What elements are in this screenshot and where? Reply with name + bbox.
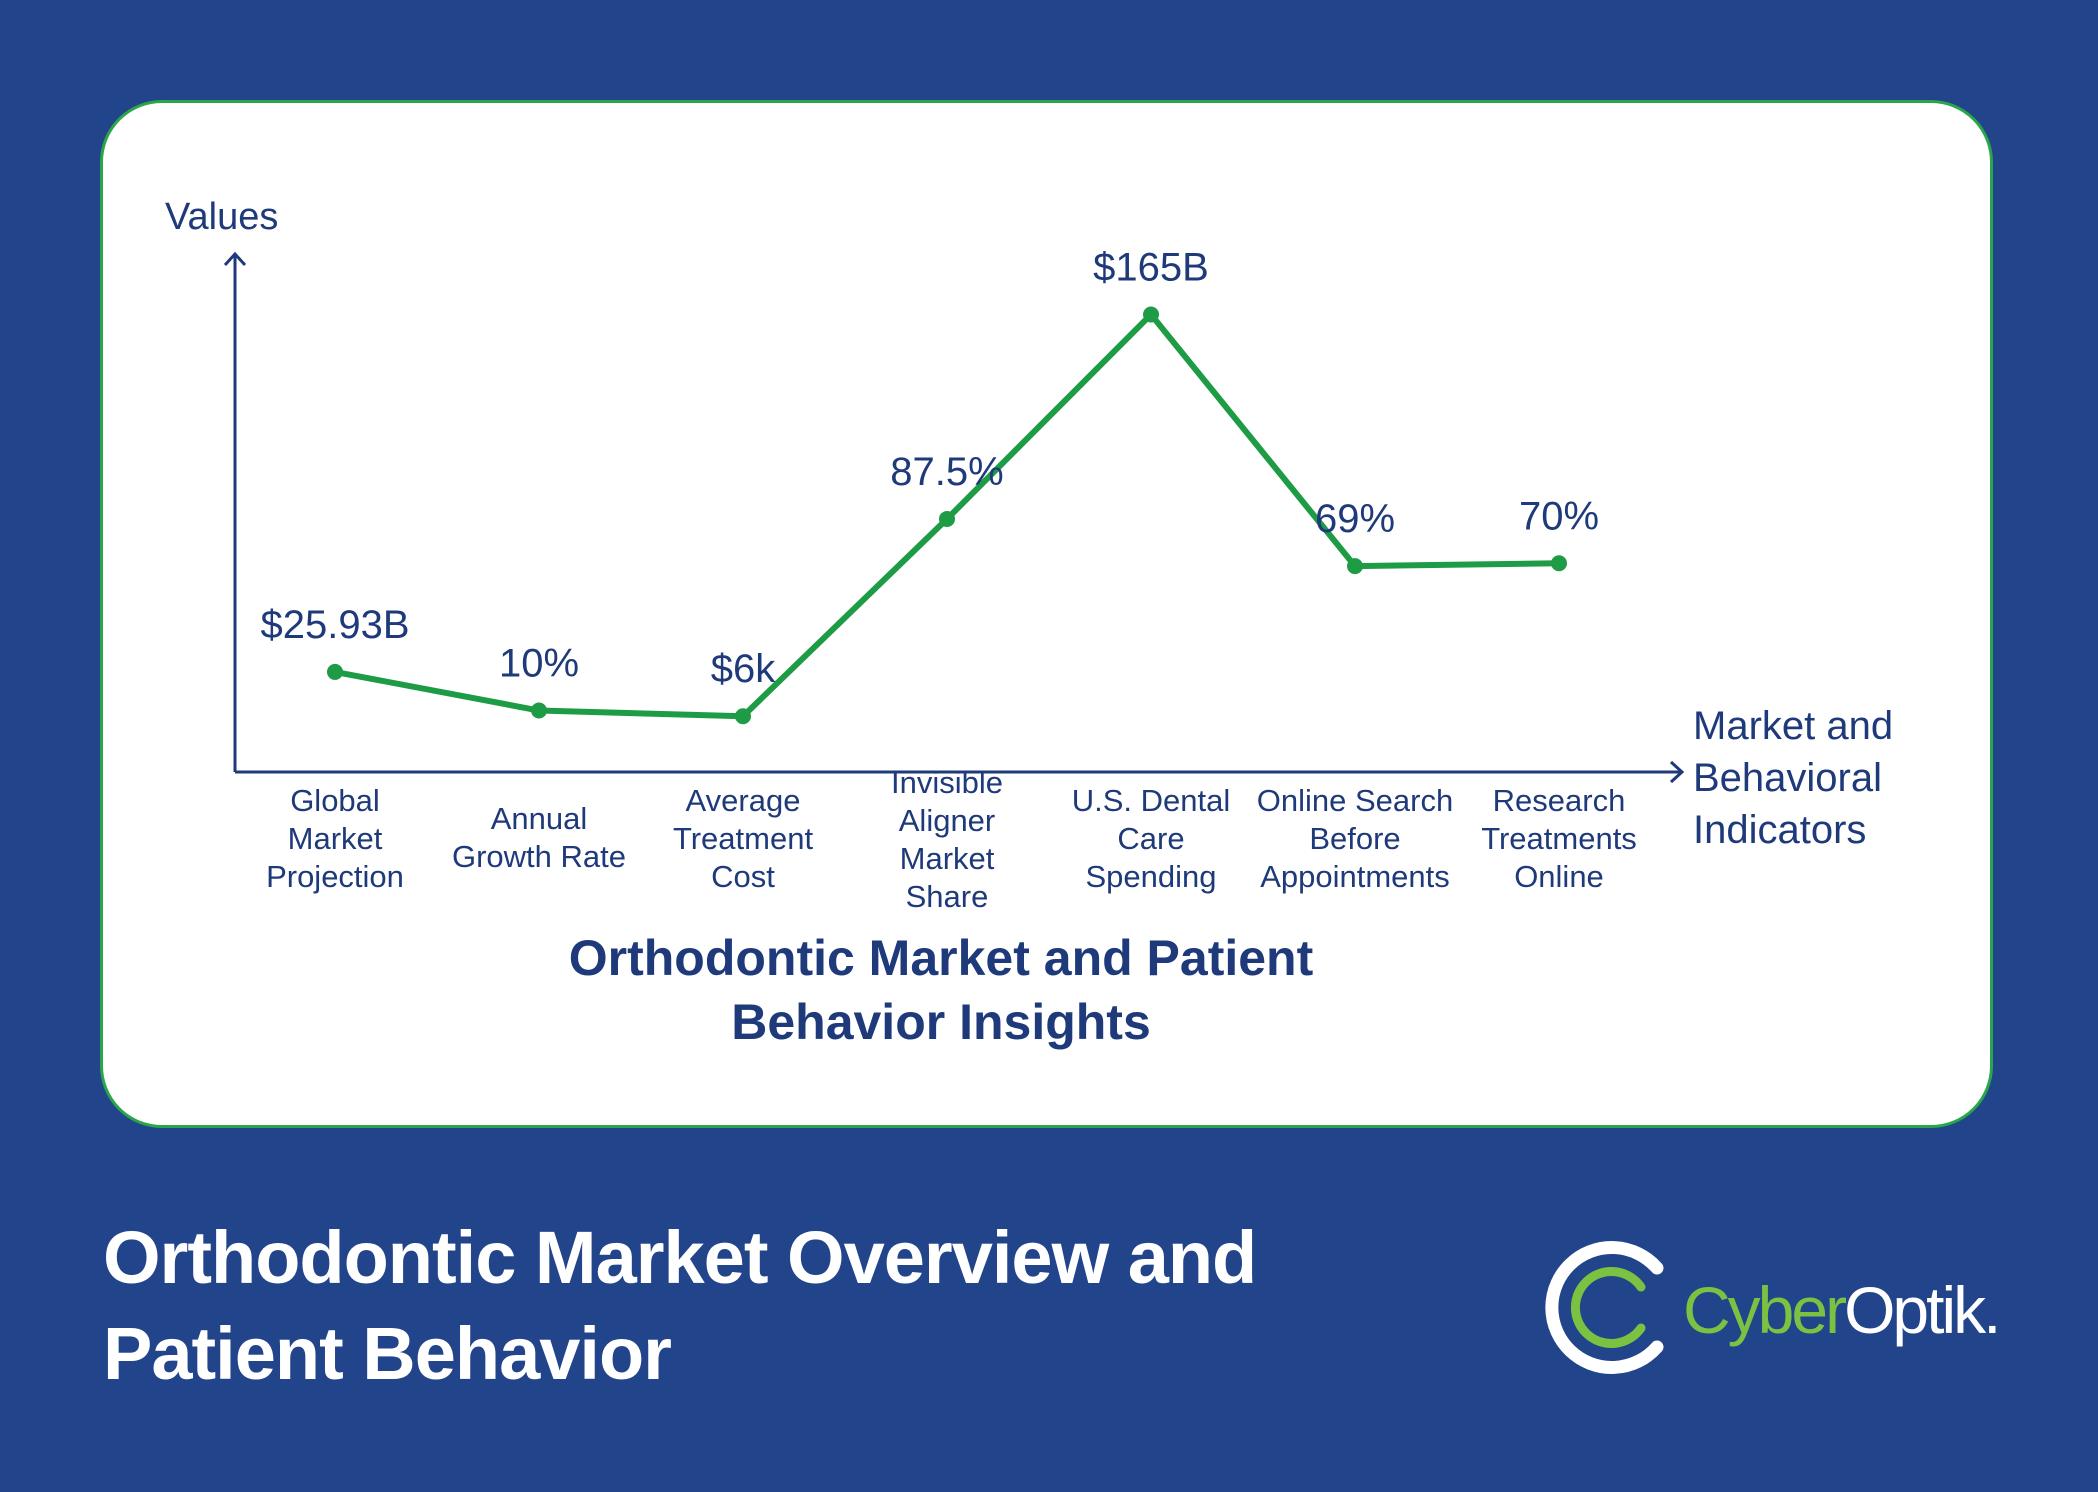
category-label: Growth Rate: [452, 839, 626, 874]
data-point: [531, 702, 547, 719]
category-label: Market: [900, 841, 995, 876]
category-label: Projection: [266, 859, 404, 894]
category-label: Spending: [1085, 859, 1216, 894]
logo-wordmark-optik: Optik.: [1844, 1273, 2001, 1347]
category-label: U.S. Dental: [1072, 783, 1231, 818]
logo-wordmark-cyber: Cyber: [1683, 1273, 1847, 1347]
category-label: Before: [1309, 821, 1400, 856]
data-label: $6k: [711, 647, 776, 691]
chart-card: Values Market and Behavioral Indicators $25.…: [100, 100, 1993, 1128]
cyberoptik-logo: CyberOptik.: [1545, 1240, 2005, 1375]
data-point: [1551, 555, 1567, 572]
x-axis-label-line: Behavioral: [1693, 756, 1882, 800]
category-label: Research: [1493, 783, 1626, 818]
category-label: Average: [686, 783, 801, 818]
logo-wordmark: CyberOptik.: [1683, 1270, 2001, 1350]
category-label: Online Search: [1257, 783, 1453, 818]
category-label: Appointments: [1260, 859, 1450, 894]
category-label: Share: [906, 879, 989, 914]
footer-title: Orthodontic Market Overview and Patient …: [103, 1216, 1257, 1395]
category-label: Aligner: [899, 803, 996, 838]
x-axis-label-line: Market and: [1693, 704, 1893, 748]
chart-title: Orthodontic Market and Patient: [569, 930, 1314, 986]
data-point: [735, 708, 751, 725]
data-label: $165B: [1093, 245, 1209, 289]
category-label: Invisible: [891, 765, 1003, 800]
data-label: 10%: [499, 642, 579, 686]
category-label: Cost: [711, 859, 775, 894]
category-label: Global: [290, 783, 380, 818]
x-axis-label-line: Indicators: [1693, 808, 1866, 852]
chart-title: Behavior Insights: [731, 994, 1151, 1050]
data-point: [1347, 558, 1363, 575]
data-label: 69%: [1315, 497, 1395, 541]
category-label: Online: [1514, 859, 1604, 894]
category-label: Treatment: [673, 821, 814, 856]
data-label: 87.5%: [890, 450, 1003, 494]
category-label: Treatments: [1481, 821, 1637, 856]
logo-ring-icon: [1545, 1241, 1664, 1374]
data-label: 70%: [1519, 494, 1599, 538]
data-label: $25.93B: [260, 603, 409, 647]
data-point: [327, 663, 343, 680]
category-label: Care: [1117, 821, 1184, 856]
category-label: Annual: [491, 801, 588, 836]
data-point: [939, 510, 955, 527]
y-axis-label: Values: [165, 196, 278, 238]
data-point: [1143, 306, 1159, 323]
line-chart: Values Market and Behavioral Indicators $25.…: [165, 196, 1893, 1050]
category-label: Market: [288, 821, 383, 856]
